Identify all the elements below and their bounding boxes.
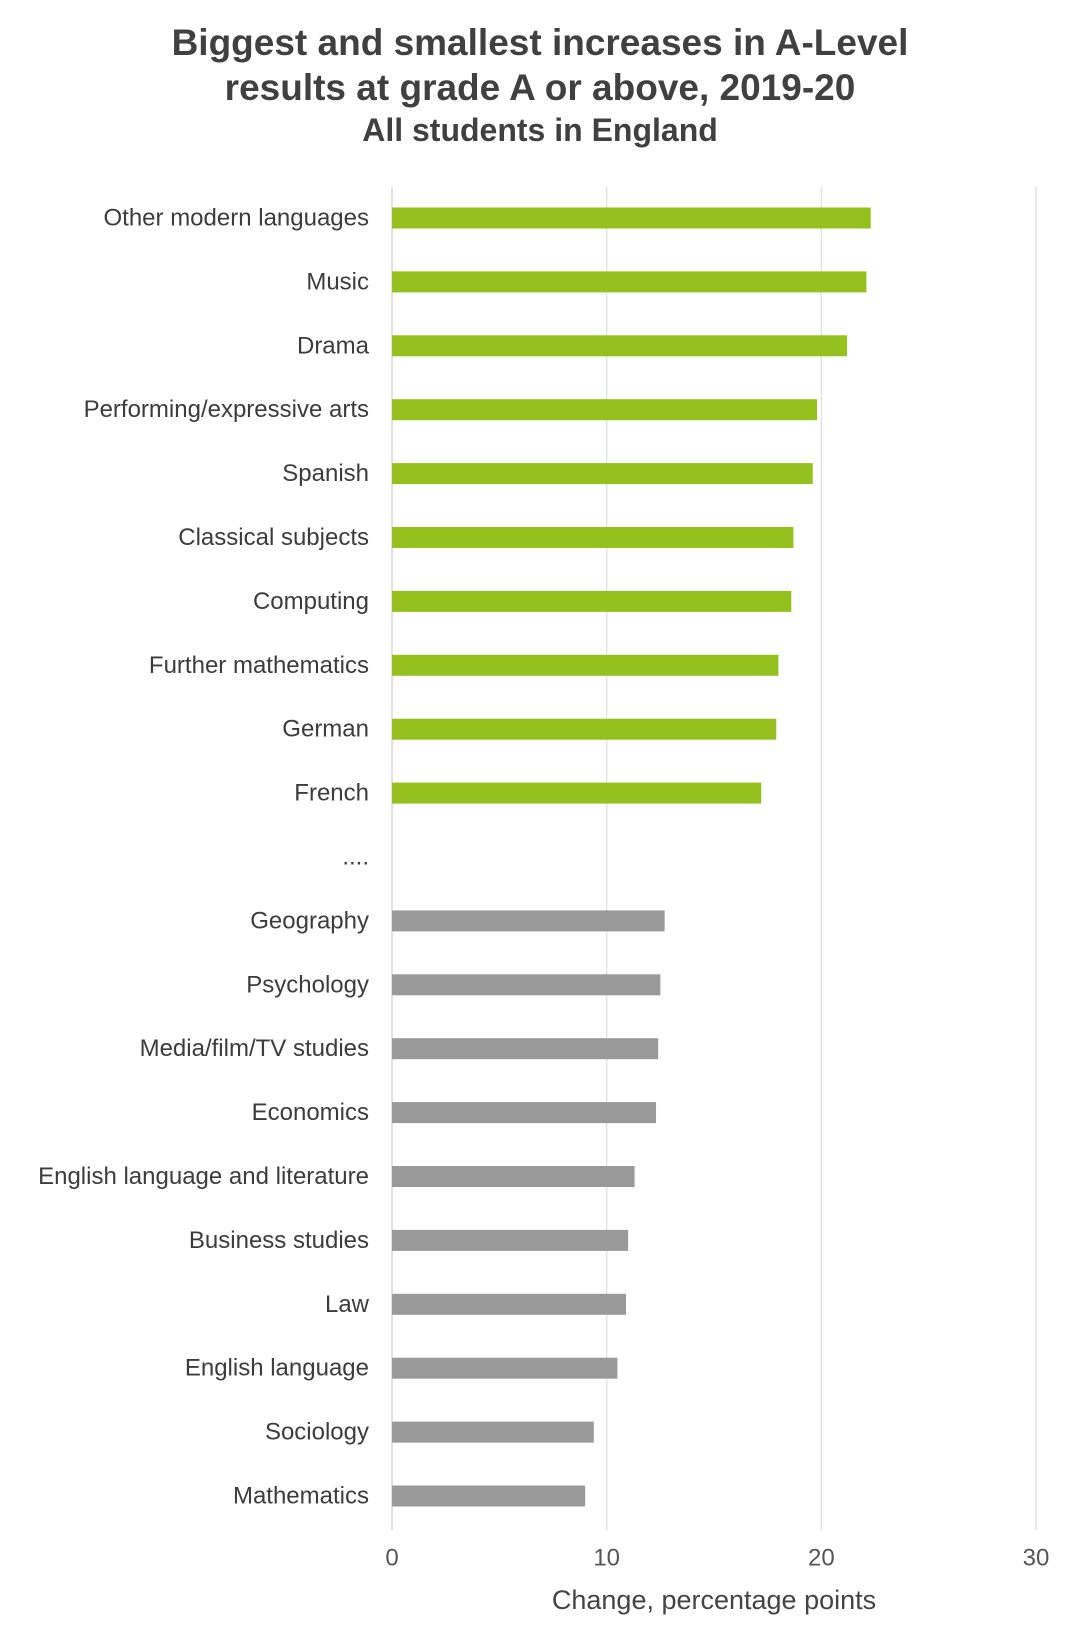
- bar-performing-expressive-arts: [392, 399, 818, 421]
- category-label-law: Law: [325, 1291, 370, 1318]
- category-label-computing: Computing: [253, 588, 369, 615]
- bar-sociology: [392, 1421, 594, 1443]
- bar-computing: [392, 590, 792, 612]
- category-label-drama: Drama: [297, 332, 370, 359]
- bar-drama: [392, 335, 848, 357]
- chart-title-block: Biggest and smallest increases in A-Leve…: [0, 20, 1080, 150]
- separator-label: ....: [342, 844, 369, 871]
- chart-title-line-1: Biggest and smallest increases in A-Leve…: [171, 22, 909, 63]
- category-label-spanish: Spanish: [282, 460, 369, 487]
- bar-business-studies: [392, 1229, 629, 1251]
- chart-subtitle: All students in England: [362, 112, 718, 148]
- chart-title-line-2: results at grade A or above, 2019-20: [224, 67, 856, 108]
- bar-other-modern-languages: [392, 207, 871, 229]
- category-label-french: French: [294, 780, 369, 807]
- x-tick-label-20: 20: [808, 1545, 835, 1572]
- bar-mathematics: [392, 1485, 586, 1507]
- x-axis-label: Change, percentage points: [552, 1585, 876, 1615]
- x-tick-label-10: 10: [593, 1545, 620, 1572]
- category-label-other-modern-languages: Other modern languages: [104, 205, 370, 232]
- category-label-economics: Economics: [252, 1099, 369, 1126]
- category-label-english-language: English language: [185, 1355, 369, 1382]
- bar-geography: [392, 910, 665, 932]
- category-label-business-studies: Business studies: [189, 1227, 369, 1254]
- category-label-sociology: Sociology: [265, 1419, 369, 1446]
- bar-further-mathematics: [392, 654, 779, 676]
- category-label-english-language-and-literature: English language and literature: [38, 1163, 369, 1190]
- bar-economics: [392, 1102, 657, 1124]
- category-label-psychology: Psychology: [246, 971, 369, 998]
- category-label-media-film-tv-studies: Media/film/TV studies: [140, 1035, 369, 1062]
- category-label-music: Music: [306, 268, 369, 295]
- category-label-further-mathematics: Further mathematics: [149, 652, 369, 679]
- bar-classical-subjects: [392, 527, 794, 548]
- category-label-geography: Geography: [250, 907, 369, 934]
- category-label-german: German: [282, 716, 369, 743]
- x-tick-label-0: 0: [385, 1545, 398, 1572]
- bar-english-language-and-literature: [392, 1166, 635, 1187]
- category-label-classical-subjects: Classical subjects: [178, 524, 369, 551]
- bar-law: [392, 1293, 626, 1315]
- x-tick-label-30: 30: [1023, 1545, 1050, 1572]
- bar-spanish: [392, 463, 813, 485]
- bar-german: [392, 718, 777, 740]
- category-label-performing-expressive-arts: Performing/expressive arts: [84, 396, 369, 423]
- bar-media-film-tv-studies: [392, 1038, 659, 1060]
- category-label-mathematics: Mathematics: [233, 1483, 369, 1510]
- bar-english-language: [392, 1357, 618, 1379]
- bar-psychology: [392, 974, 661, 996]
- bar-music: [392, 271, 867, 293]
- bar-french: [392, 782, 762, 804]
